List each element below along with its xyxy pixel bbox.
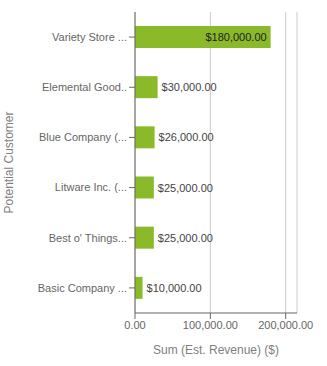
svg-text:Sum (Est. Revenue) ($): Sum (Est. Revenue) ($) [153, 343, 279, 357]
svg-text:Elemental Good..: Elemental Good.. [42, 81, 127, 93]
svg-text:$26,000.00: $26,000.00 [159, 131, 214, 143]
svg-text:Litware Inc. (...: Litware Inc. (... [55, 181, 127, 193]
svg-text:$25,000.00: $25,000.00 [158, 232, 213, 244]
svg-text:100,000.00: 100,000.00 [183, 319, 238, 331]
svg-text:Basic Company ...: Basic Company ... [38, 282, 127, 294]
svg-text:$180,000.00: $180,000.00 [205, 31, 266, 43]
svg-text:200,000.00: 200,000.00 [258, 319, 313, 331]
svg-text:$30,000.00: $30,000.00 [162, 81, 217, 93]
svg-text:Best o' Things...: Best o' Things... [49, 232, 127, 244]
svg-text:0.00: 0.00 [124, 319, 145, 331]
svg-text:$25,000.00: $25,000.00 [158, 182, 213, 194]
svg-text:Potential Customer: Potential Customer [8, 111, 16, 213]
svg-text:Blue Company (...: Blue Company (... [39, 131, 127, 143]
svg-text:Variety Store ...: Variety Store ... [52, 31, 127, 43]
svg-text:$10,000.00: $10,000.00 [147, 282, 202, 294]
